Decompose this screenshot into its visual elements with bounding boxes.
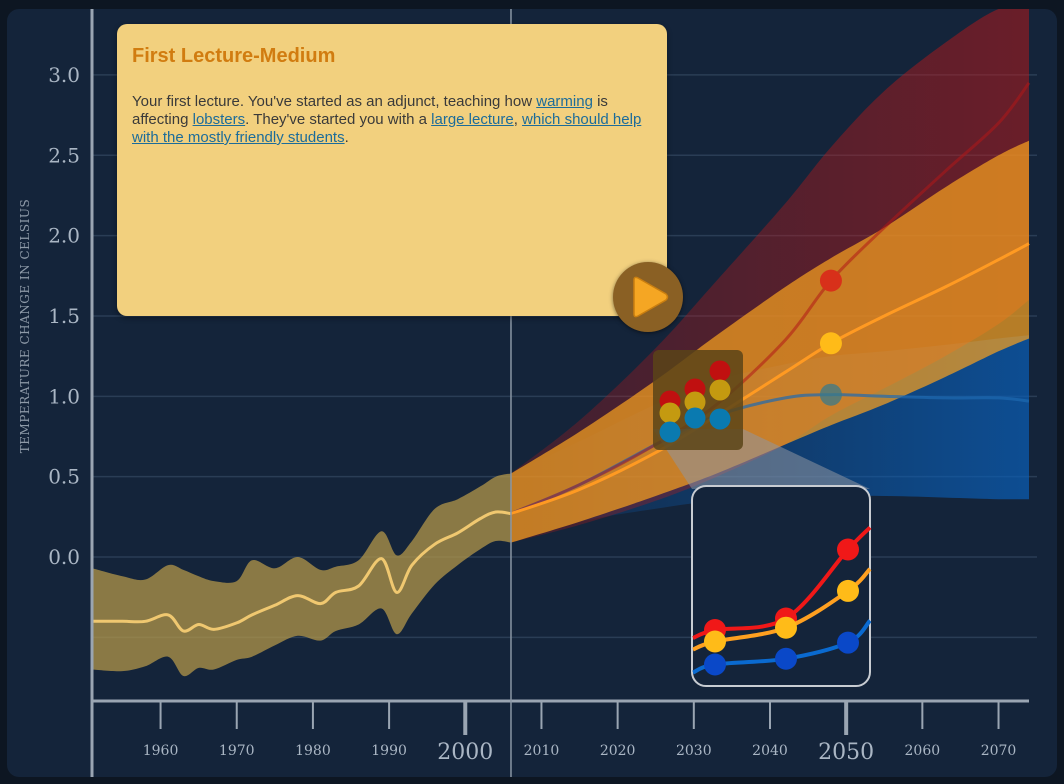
series-markers xyxy=(819,269,842,406)
zoom-source-dot xyxy=(684,391,706,413)
lecture-link[interactable]: large lecture xyxy=(431,111,514,128)
high-inset-dot xyxy=(837,538,859,561)
x-tick-label: 2000 xyxy=(437,740,493,765)
x-tick-label: 1990 xyxy=(371,743,407,759)
historical-line xyxy=(92,510,512,633)
medium-scenario-line xyxy=(510,242,1030,516)
lecture-title: First Lecture-Medium xyxy=(132,45,336,67)
y-tick-label: 2.0 xyxy=(48,224,80,248)
historical-band xyxy=(92,473,511,677)
lecture-link[interactable]: lobsters xyxy=(192,111,246,128)
game-frame: 0.0 0.5 1.0 1.5 2.0 2.5 3.0 1960 1970 1980 1990 200… xyxy=(7,9,1057,777)
zoom-source-dot xyxy=(659,421,681,443)
zoom-source-dot xyxy=(709,408,731,430)
y-tick-label: 2.5 xyxy=(48,143,80,167)
medium-inset-dot xyxy=(775,616,797,639)
high-2050-marker xyxy=(819,269,842,292)
lecture-text: is affecting xyxy=(132,93,608,128)
y-tick-label: 1.0 xyxy=(48,384,80,408)
lecture-text: , xyxy=(513,111,523,128)
zoom-source-dot xyxy=(709,360,731,382)
x-tick-label: 1980 xyxy=(295,743,331,759)
zoom-inset-frame xyxy=(691,485,871,687)
zoom-source-dot xyxy=(659,402,681,424)
play-button[interactable] xyxy=(613,262,683,332)
x-tick-label: 2050 xyxy=(818,740,874,765)
x-tick-label: 2030 xyxy=(676,743,712,759)
medium-2050-marker xyxy=(819,332,842,355)
y-tick-label: 0.5 xyxy=(48,465,80,489)
low-inset-dot xyxy=(704,653,726,676)
low-2050-marker xyxy=(819,383,842,406)
high-scenario-line xyxy=(510,81,1031,515)
lecture-text: . They've started you with a xyxy=(245,111,432,128)
axes: 0.0 0.5 1.0 1.5 2.0 2.5 3.0 1960 1970 1980 1990 200… xyxy=(48,9,1029,777)
temperature-chart: 0.0 0.5 1.0 1.5 2.0 2.5 3.0 1960 1970 1980 1990 200… xyxy=(48,9,1037,777)
x-tick-label: 1970 xyxy=(219,743,255,759)
lecture-text: Your first lecture. You've started as an… xyxy=(132,93,537,110)
medium-inset-dot xyxy=(837,579,859,602)
low-inset-dot xyxy=(837,631,859,654)
y-tick-label: 0.0 xyxy=(48,545,80,569)
x-tick-label: 2060 xyxy=(905,743,941,759)
series-lines xyxy=(92,81,1031,633)
y-axis-label: TEMPERATURE CHANGE IN CELSIUS xyxy=(18,198,32,454)
play-icon xyxy=(633,276,669,318)
zoom-source-dot xyxy=(709,379,731,401)
medium-inset-dot xyxy=(704,630,726,653)
lecture-text: . xyxy=(344,129,349,146)
low-inset-dot xyxy=(775,647,797,670)
x-tick-label: 1960 xyxy=(143,743,179,759)
medium-scenario-band xyxy=(511,140,1029,543)
x-tick-label: 2070 xyxy=(981,743,1017,759)
zoom-inset[interactable] xyxy=(653,350,872,687)
lecture-description: Your first lecture. You've started as an… xyxy=(132,93,652,147)
lecture-link[interactable]: which should help with the mostly friend… xyxy=(132,111,642,146)
lecture-card: First Lecture-Medium Your first lecture.… xyxy=(117,24,667,316)
x-tick-label: 2020 xyxy=(600,743,636,759)
y-tick-label: 1.5 xyxy=(48,304,80,328)
zoom-source-dot xyxy=(684,407,706,429)
lecture-link[interactable]: warming xyxy=(536,93,593,110)
x-tick-label: 2010 xyxy=(524,743,560,759)
x-tick-label: 2040 xyxy=(752,743,788,759)
y-tick-label: 3.0 xyxy=(48,63,80,87)
